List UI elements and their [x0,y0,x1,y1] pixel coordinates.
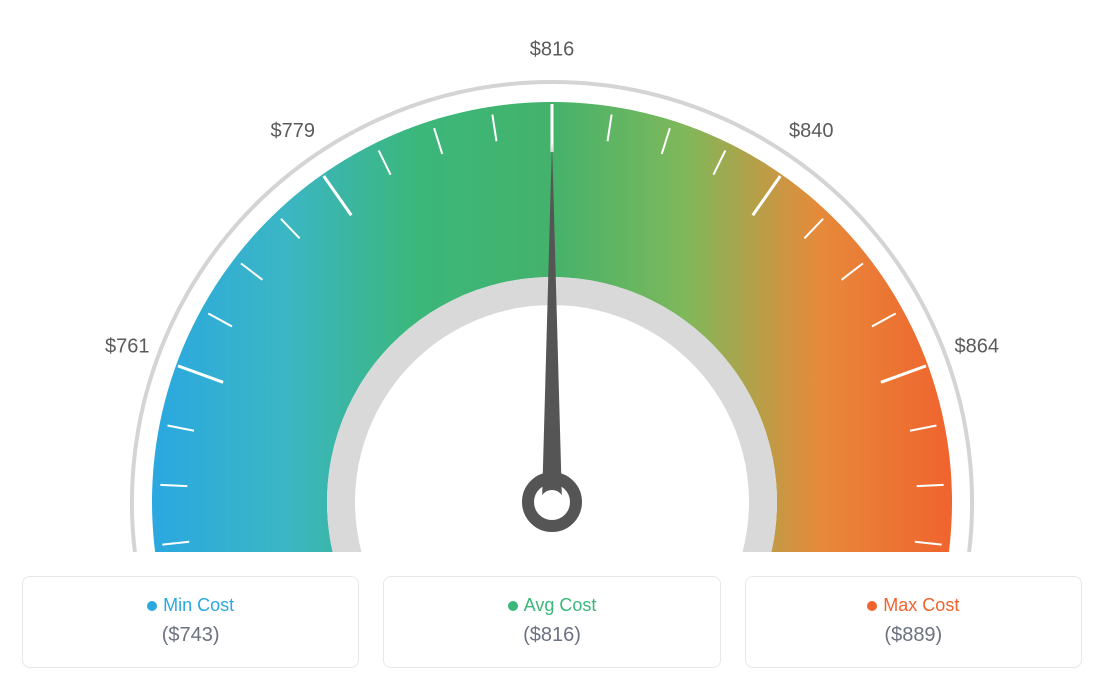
legend-card-max: Max Cost ($889) [745,576,1082,668]
legend-text-avg: Avg Cost [524,595,597,615]
legend-label-max: Max Cost [746,595,1081,616]
gauge-tick-label: $761 [105,336,150,358]
cost-gauge-chart: $743$761$779$816$840$864$889 Min Cost ($… [22,22,1082,668]
legend-value-avg: ($816) [384,624,719,647]
dot-avg [508,601,518,611]
dot-min [147,601,157,611]
dot-max [867,601,877,611]
legend-card-min: Min Cost ($743) [22,576,359,668]
legend-label-min: Min Cost [23,595,358,616]
legend-text-max: Max Cost [883,595,959,615]
gauge-tick-label: $864 [954,336,999,358]
gauge-area: $743$761$779$816$840$864$889 [22,22,1082,552]
legend-value-max: ($889) [746,624,1081,647]
legend-label-avg: Avg Cost [384,595,719,616]
gauge-tick-label: $840 [789,120,834,142]
gauge-svg: $743$761$779$816$840$864$889 [22,22,1082,552]
gauge-tick-label: $779 [270,120,315,142]
legend-value-min: ($743) [23,624,358,647]
gauge-tick-label: $816 [530,38,575,60]
legend-card-avg: Avg Cost ($816) [383,576,720,668]
legend-row: Min Cost ($743) Avg Cost ($816) Max Cost… [22,576,1082,668]
legend-text-min: Min Cost [163,595,234,615]
